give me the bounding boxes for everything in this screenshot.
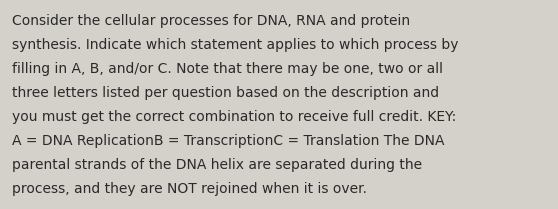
Text: process, and they are NOT rejoined when it is over.: process, and they are NOT rejoined when … [12,182,367,196]
Text: three letters listed per question based on the description and: three letters listed per question based … [12,86,439,100]
Text: filling in A, B, and/or C. Note that there may be one, two or all: filling in A, B, and/or C. Note that the… [12,62,443,76]
Text: Consider the cellular processes for DNA, RNA and protein: Consider the cellular processes for DNA,… [12,14,410,28]
Text: you must get the correct combination to receive full credit. KEY:: you must get the correct combination to … [12,110,456,124]
Text: A = DNA ReplicationB = TranscriptionC = Translation The DNA: A = DNA ReplicationB = TranscriptionC = … [12,134,445,148]
Text: parental strands of the DNA helix are separated during the: parental strands of the DNA helix are se… [12,158,422,172]
Text: synthesis. Indicate which statement applies to which process by: synthesis. Indicate which statement appl… [12,38,459,52]
